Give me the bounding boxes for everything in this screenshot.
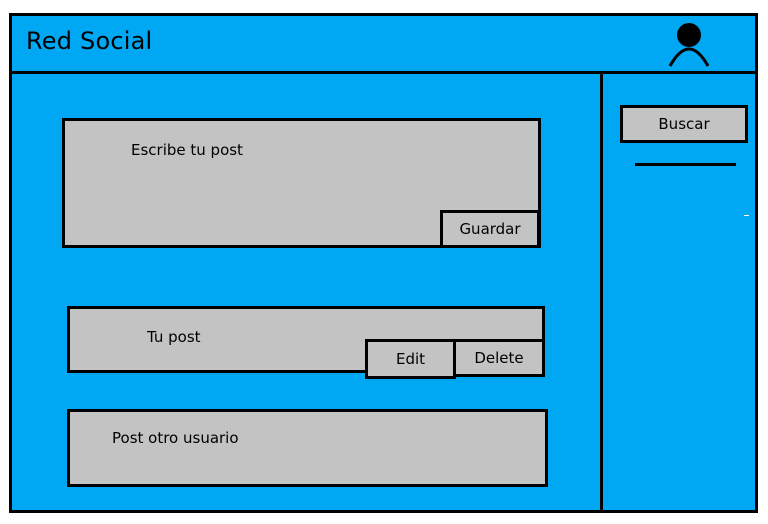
- search-input-underline[interactable]: [635, 163, 736, 166]
- my-post-text: Tu post: [147, 328, 201, 346]
- edit-button[interactable]: Edit: [365, 339, 456, 379]
- delete-button[interactable]: Delete: [453, 339, 545, 377]
- other-post-text: Post otro usuario: [112, 429, 239, 447]
- app-header: Red Social: [12, 16, 755, 74]
- other-user-post: Post otro usuario: [67, 409, 548, 487]
- save-button[interactable]: Guardar: [440, 210, 540, 248]
- user-avatar-icon[interactable]: [667, 20, 711, 68]
- post-composer[interactable]: Escribe tu post: [62, 118, 541, 248]
- search-button[interactable]: Buscar: [620, 105, 748, 143]
- sidebar-divider: [600, 74, 603, 510]
- app-title: Red Social: [26, 27, 153, 55]
- sidebar-mark: [744, 215, 749, 216]
- app-window: Red Social Escribe tu post Guardar Tu po…: [9, 13, 758, 513]
- composer-placeholder: Escribe tu post: [131, 141, 243, 159]
